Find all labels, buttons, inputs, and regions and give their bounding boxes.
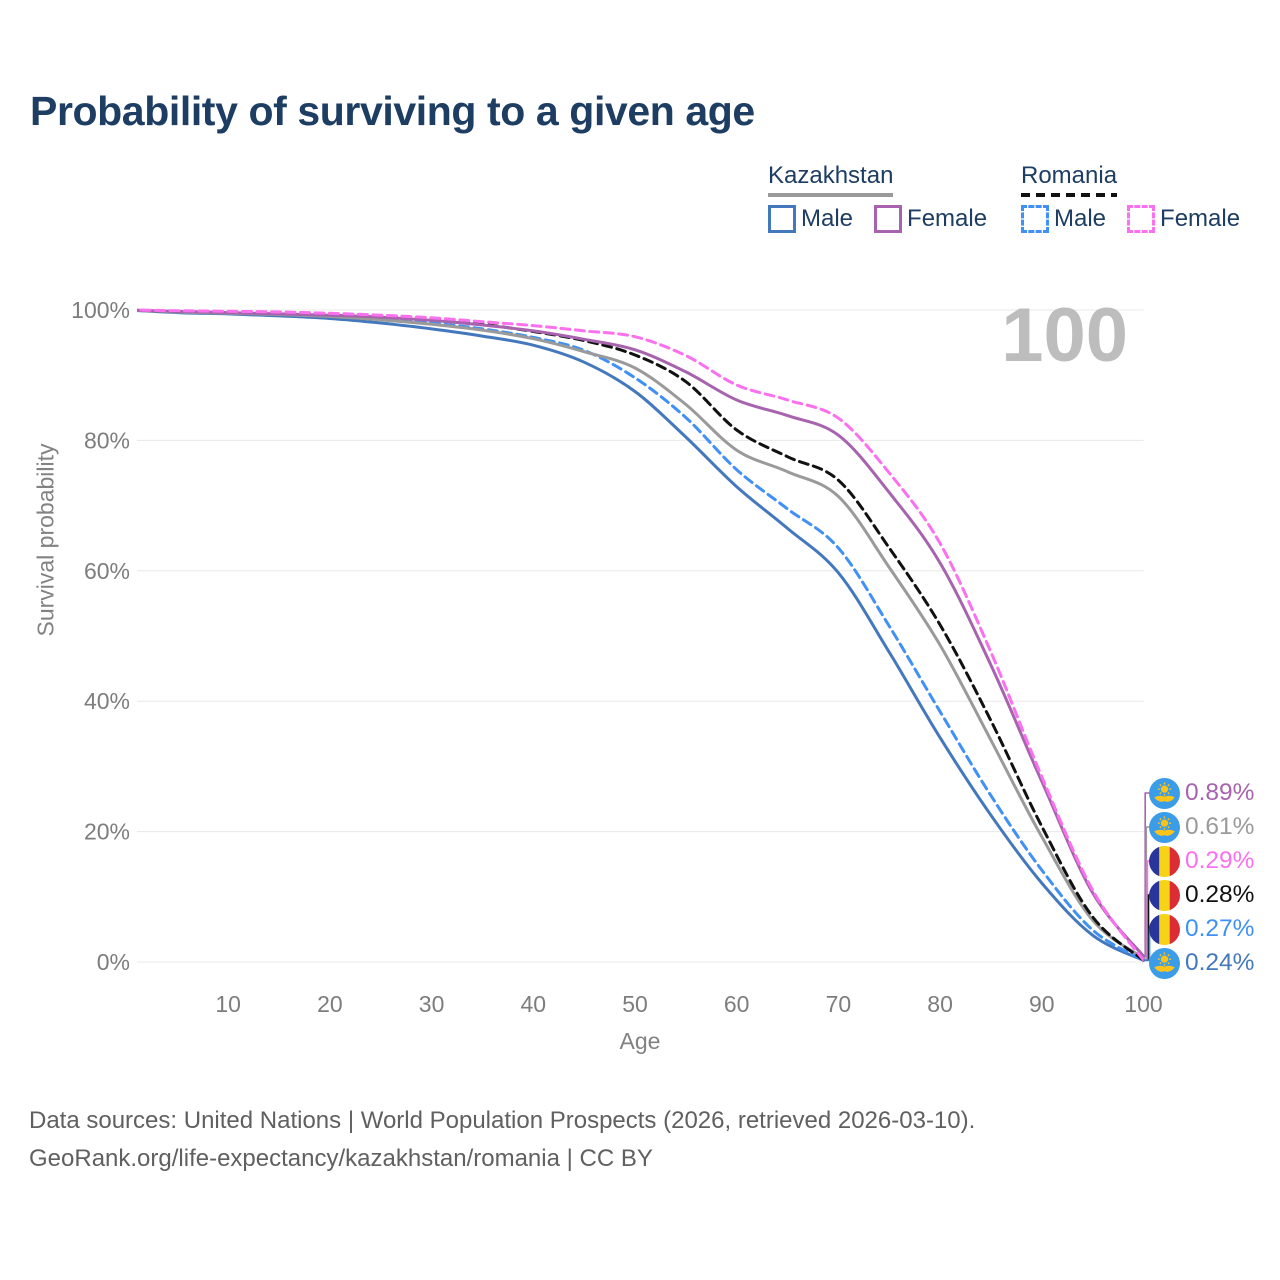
x-tick-label: 30 xyxy=(419,991,445,1017)
end-label-ro_total[interactable]: 0.28% xyxy=(1149,879,1254,911)
kazakhstan-female-swatch-icon xyxy=(874,205,903,233)
end-label-connector-kz_total xyxy=(1143,826,1151,959)
y-tick-label: 0% xyxy=(97,949,130,975)
end-label-kz_female[interactable]: 0.89% xyxy=(1149,777,1254,809)
legend-country-romania[interactable]: Romania xyxy=(1021,162,1118,197)
x-tick-label: 20 xyxy=(317,991,343,1017)
end-label-value: 0.61% xyxy=(1185,813,1255,840)
y-tick-label: 40% xyxy=(84,688,130,714)
romania-female-swatch-icon xyxy=(1127,205,1156,233)
end-label-value: 0.24% xyxy=(1185,949,1255,976)
legend-item-romania-female[interactable]: Female xyxy=(1127,205,1240,233)
kazakhstan-flag-icon xyxy=(1149,777,1180,809)
x-tick-label: 50 xyxy=(622,991,648,1017)
legend-items-kazakhstan: Male Female xyxy=(768,205,987,233)
romania-line-style-swatch xyxy=(1021,193,1118,197)
series-line-kz_male[interactable] xyxy=(127,309,1145,962)
series-line-ro_female[interactable] xyxy=(127,308,1145,962)
legend-item-label: Male xyxy=(801,205,854,232)
kazakhstan-flag-icon xyxy=(1149,947,1180,979)
legend-country-label: Romania xyxy=(1021,162,1118,189)
end-label-kz_total[interactable]: 0.61% xyxy=(1149,811,1254,843)
legend-item-kazakhstan-female[interactable]: Female xyxy=(874,205,987,233)
end-label-value: 0.29% xyxy=(1185,847,1255,874)
series-line-kz_total[interactable] xyxy=(127,308,1145,960)
series-line-ro_male[interactable] xyxy=(127,308,1145,962)
kazakhstan-male-swatch-icon xyxy=(768,205,796,233)
x-tick-label: 100 xyxy=(1124,991,1162,1017)
legend-item-romania-male[interactable]: Male xyxy=(1021,205,1106,233)
y-tick-label: 60% xyxy=(84,558,130,584)
end-label-connector-kz_female xyxy=(1143,792,1151,957)
end-label-kz_male[interactable]: 0.24% xyxy=(1149,947,1254,979)
legend-item-label: Female xyxy=(1160,205,1241,232)
end-label-value: 0.28% xyxy=(1185,881,1255,908)
end-label-ro_male[interactable]: 0.27% xyxy=(1149,913,1254,945)
footer: Data sources: United Nations | World Pop… xyxy=(29,1102,975,1178)
footer-url-line: GeoRank.org/life-expectancy/kazakhstan/r… xyxy=(29,1145,653,1172)
legend-country-kazakhstan[interactable]: Kazakhstan xyxy=(768,162,894,197)
romania-male-swatch-icon xyxy=(1021,205,1049,233)
y-axis-title: Survival probability xyxy=(32,443,59,637)
kazakhstan-line-style-swatch xyxy=(768,193,894,197)
x-tick-label: 60 xyxy=(724,991,750,1017)
end-label-value: 0.27% xyxy=(1185,915,1255,942)
y-tick-label: 20% xyxy=(84,819,130,845)
y-tick-label: 80% xyxy=(84,427,130,453)
end-label-ro_female[interactable]: 0.29% xyxy=(1149,845,1254,877)
y-tick-label: 100% xyxy=(71,297,130,323)
legend-country-label: Kazakhstan xyxy=(768,162,894,189)
legend-item-kazakhstan-male[interactable]: Male xyxy=(768,205,853,233)
series-line-ro_total[interactable] xyxy=(127,308,1145,962)
kazakhstan-flag-icon xyxy=(1149,811,1180,843)
page-title: Probability of surviving to a given age xyxy=(30,88,755,134)
romania-flag-icon xyxy=(1149,879,1180,911)
x-tick-label: 40 xyxy=(521,991,547,1017)
legend-group-romania: Romania Male Female xyxy=(1021,162,1240,233)
legend-item-label: Male xyxy=(1054,205,1107,232)
age-counter-watermark: 100 xyxy=(1001,293,1128,378)
x-tick-label: 10 xyxy=(215,991,241,1017)
legend-items-romania: Male Female xyxy=(1021,205,1240,233)
x-tick-label: 70 xyxy=(826,991,852,1017)
x-axis-title: Age xyxy=(619,1028,661,1054)
legend-group-kazakhstan: Kazakhstan Male Female xyxy=(768,162,987,233)
romania-flag-icon xyxy=(1149,845,1180,877)
x-tick-label: 90 xyxy=(1029,991,1055,1017)
series-line-kz_female[interactable] xyxy=(127,308,1145,958)
romania-flag-icon xyxy=(1149,913,1180,945)
x-tick-label: 80 xyxy=(927,991,953,1017)
footer-sources-line: Data sources: United Nations | World Pop… xyxy=(29,1107,976,1134)
legend-item-label: Female xyxy=(907,205,988,232)
end-label-value: 0.89% xyxy=(1185,779,1255,806)
